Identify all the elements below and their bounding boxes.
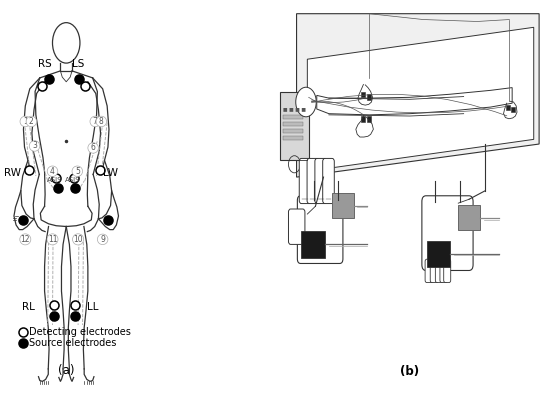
Text: 3: 3	[32, 141, 37, 150]
Bar	[361, 92, 365, 97]
Bar	[367, 116, 371, 122]
Text: LL: LL	[87, 303, 98, 312]
Text: LS: LS	[72, 59, 84, 69]
Text: 4: 4	[50, 167, 55, 176]
Text: Source electrodes: Source electrodes	[29, 338, 117, 348]
Text: LW: LW	[103, 168, 118, 178]
FancyBboxPatch shape	[440, 259, 448, 283]
Text: 1: 1	[23, 117, 28, 126]
Polygon shape	[307, 27, 534, 171]
Bar	[283, 115, 303, 119]
FancyBboxPatch shape	[430, 259, 438, 283]
Text: 5: 5	[75, 167, 80, 176]
Text: 9: 9	[100, 235, 105, 244]
Bar	[283, 129, 303, 133]
Circle shape	[296, 87, 316, 117]
Polygon shape	[296, 14, 539, 177]
Text: 8: 8	[99, 117, 104, 126]
Bar	[427, 241, 450, 267]
Text: 11: 11	[48, 235, 57, 244]
Text: RL: RL	[23, 303, 35, 312]
Bar	[283, 136, 303, 140]
FancyBboxPatch shape	[315, 158, 327, 204]
Polygon shape	[317, 88, 512, 115]
Text: (a): (a)	[58, 364, 74, 377]
Text: 6: 6	[91, 143, 96, 152]
Text: RS: RS	[38, 59, 52, 69]
Text: ■ ■ ■ ■: ■ ■ ■ ■	[283, 106, 306, 112]
Bar	[283, 122, 303, 126]
Text: Detecting electrodes: Detecting electrodes	[29, 327, 131, 337]
Text: ASIS: ASIS	[47, 177, 62, 183]
FancyBboxPatch shape	[299, 158, 311, 204]
Text: 2: 2	[29, 117, 34, 126]
Bar	[506, 105, 510, 110]
FancyBboxPatch shape	[444, 259, 450, 283]
FancyBboxPatch shape	[280, 92, 309, 160]
Text: RW: RW	[4, 168, 21, 178]
FancyBboxPatch shape	[298, 196, 343, 264]
FancyBboxPatch shape	[422, 196, 473, 270]
Text: 10: 10	[73, 235, 83, 244]
Bar	[361, 116, 365, 122]
Bar	[332, 193, 354, 218]
FancyBboxPatch shape	[436, 259, 443, 283]
Text: ASIS: ASIS	[65, 177, 80, 183]
FancyBboxPatch shape	[289, 209, 305, 245]
FancyBboxPatch shape	[425, 259, 433, 283]
Text: 12: 12	[20, 235, 30, 244]
Text: (b): (b)	[400, 365, 419, 378]
Bar	[511, 107, 515, 112]
FancyBboxPatch shape	[323, 158, 334, 204]
Bar	[301, 231, 325, 258]
Bar	[458, 205, 480, 230]
Text: 7: 7	[93, 117, 98, 126]
FancyBboxPatch shape	[307, 158, 318, 204]
Bar	[367, 94, 371, 100]
